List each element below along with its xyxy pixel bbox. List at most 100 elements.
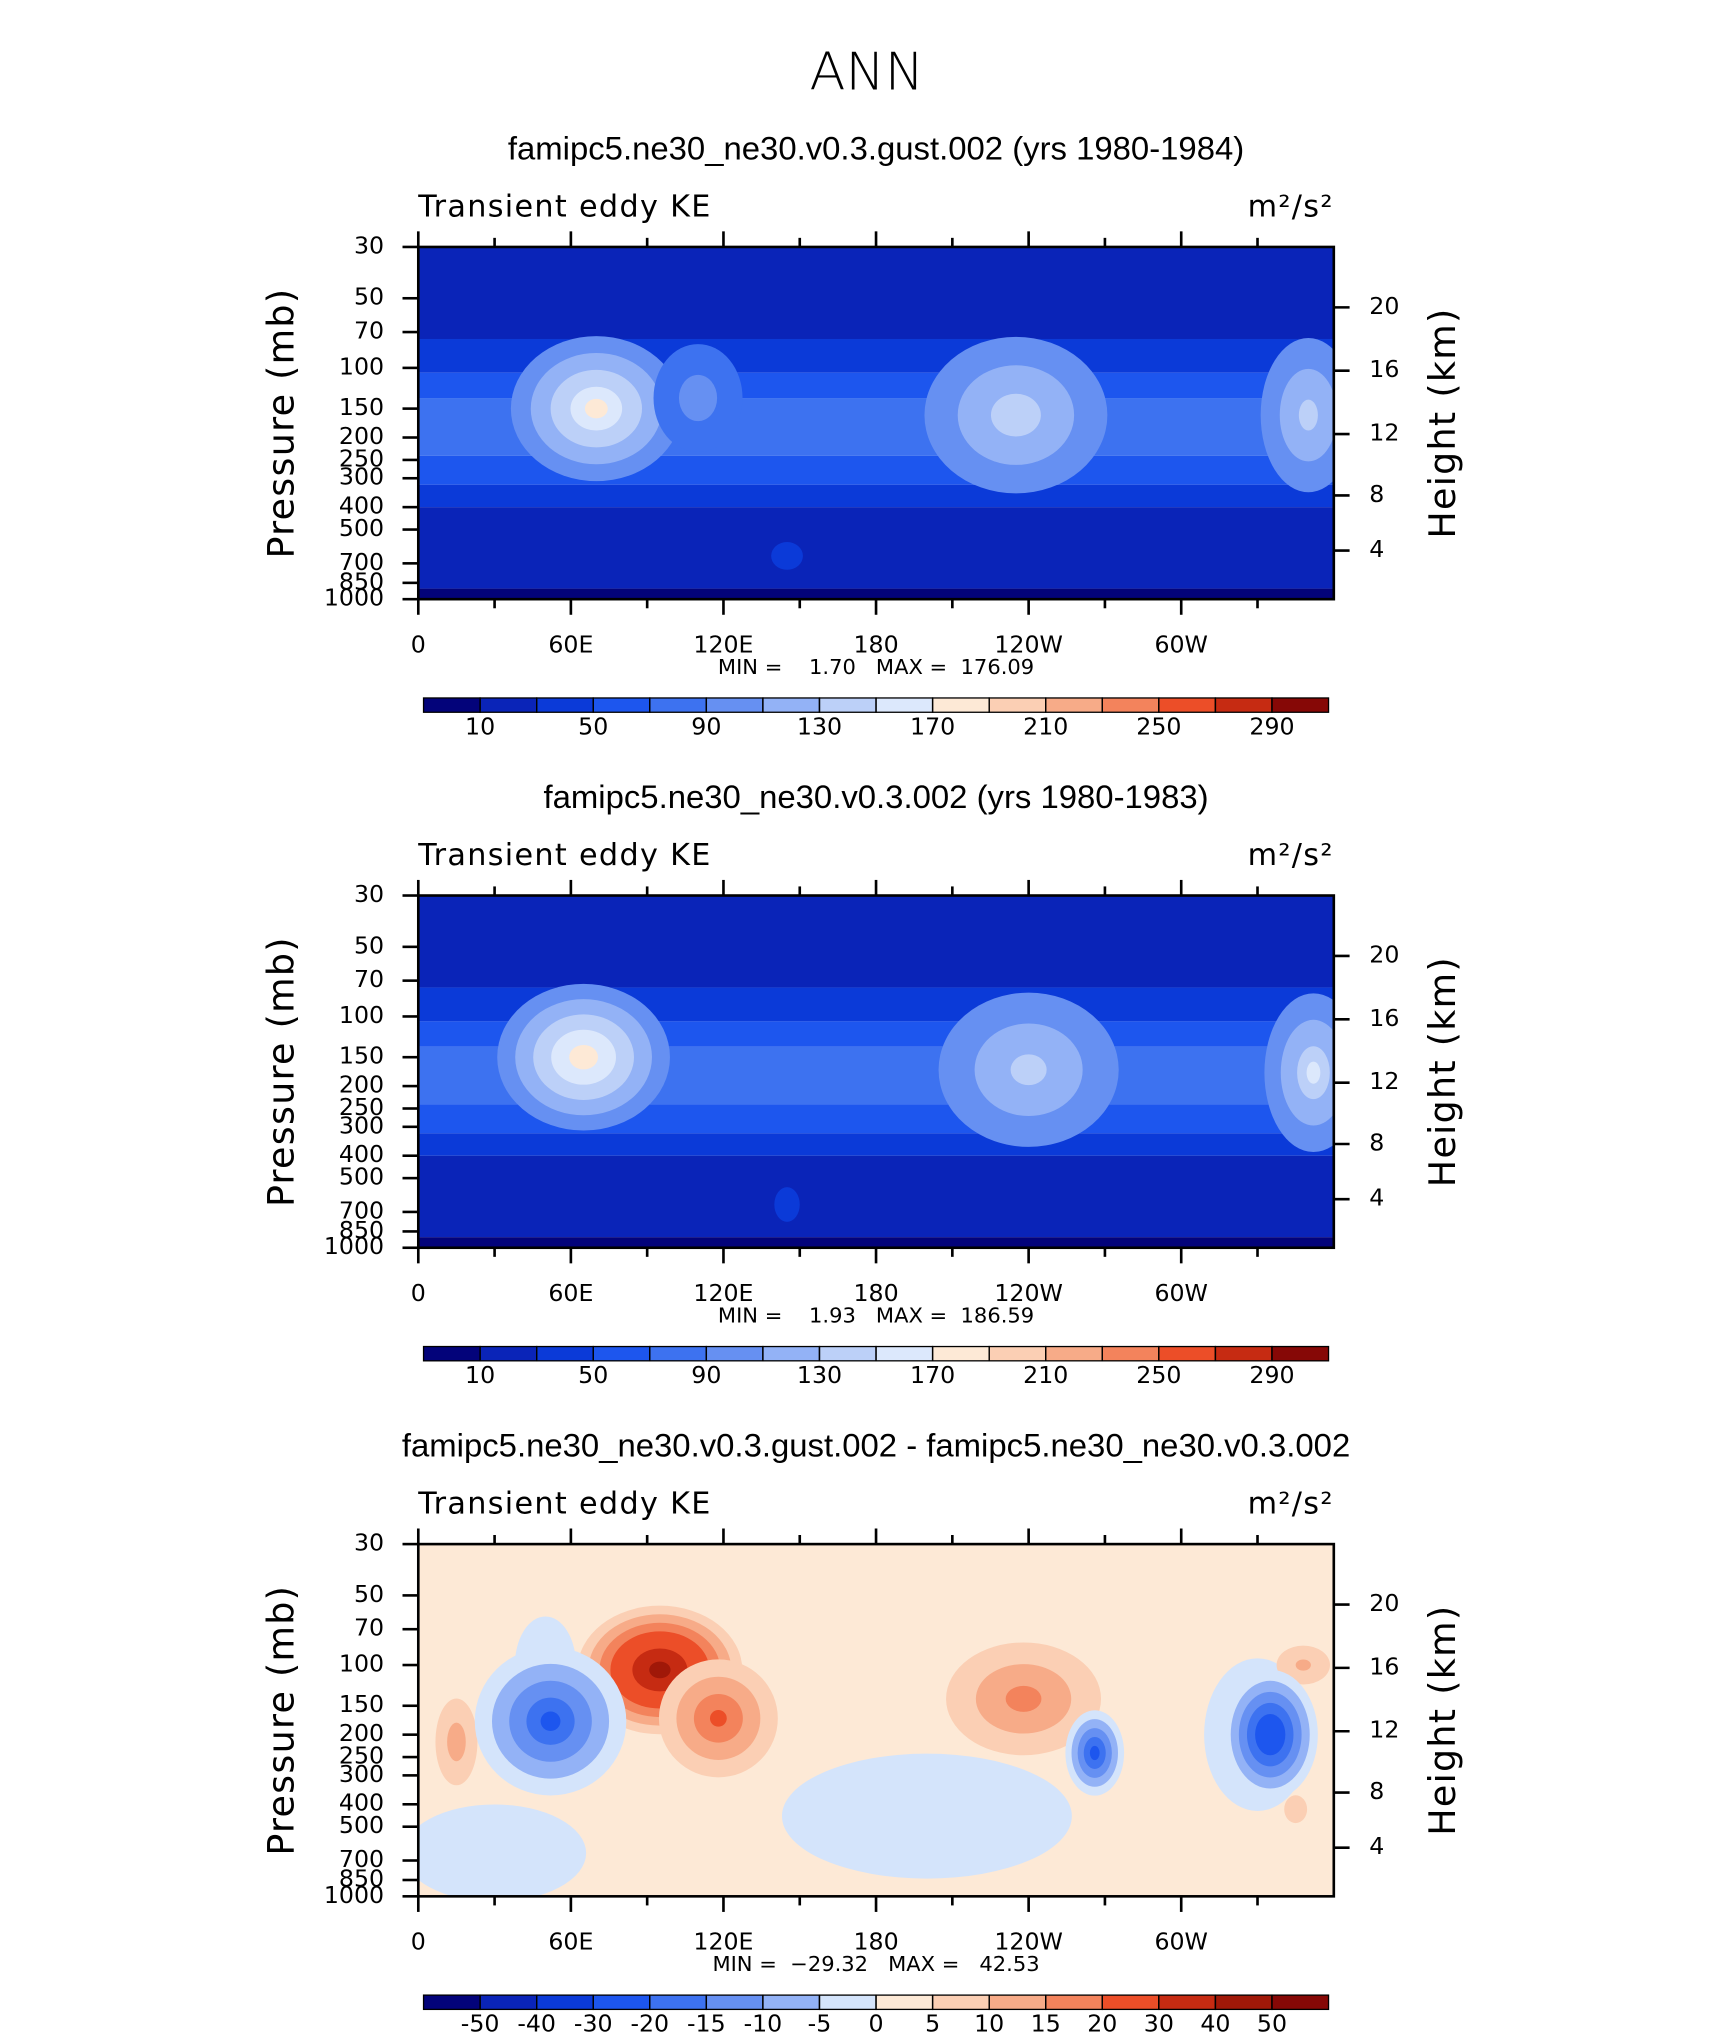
- colorbar-box: [1214, 697, 1273, 713]
- y-tick-label: 50: [354, 1580, 384, 1608]
- colorbar-box: [1214, 1345, 1273, 1362]
- colorbar-box: [931, 697, 990, 713]
- colorbar-label: 290: [1249, 1361, 1294, 1389]
- colorbar-box: [762, 697, 821, 713]
- colorbar-label: 90: [691, 712, 721, 740]
- colorbar-box: [705, 1345, 764, 1362]
- contour-blob: [1089, 1745, 1100, 1761]
- units: m²/s²: [1248, 190, 1334, 225]
- contour-blob: [569, 1044, 598, 1070]
- colorbar-label: -30: [574, 2010, 613, 2038]
- colorbar-box: [479, 697, 538, 713]
- y-tick-label: 30: [354, 232, 384, 260]
- y-tick-label: 500: [339, 1163, 384, 1191]
- y-tick-label: 200: [339, 1719, 384, 1747]
- colorbar-box: [988, 1994, 1047, 2011]
- y-axis-label: Pressure (mb): [259, 936, 302, 1207]
- colorbar-box: [1045, 1345, 1103, 1362]
- x-tick-label: 120E: [693, 1928, 753, 1956]
- colorbar-box: [1271, 697, 1330, 713]
- y2-tick-label: 12: [1369, 1716, 1399, 1744]
- y-tick-label: 850: [339, 1216, 384, 1244]
- colorbar-label: -5: [808, 2010, 832, 2038]
- colorbar-label: 250: [1136, 1361, 1181, 1389]
- contour-blob: [709, 1710, 727, 1727]
- colorbar-label: 130: [797, 1361, 842, 1389]
- y-tick-label: 400: [339, 1789, 384, 1817]
- y-tick-label: 300: [339, 1111, 384, 1139]
- y-tick-label: 200: [339, 422, 384, 450]
- colorbar-label: 50: [578, 712, 608, 740]
- contour-blob: [678, 374, 718, 422]
- x-tick-label: 60W: [1154, 631, 1208, 659]
- y-tick-label: 500: [339, 514, 384, 542]
- colorbar-box: [649, 1345, 708, 1362]
- contour-blob: [990, 393, 1041, 437]
- colorbar-box: [818, 1994, 877, 2011]
- colorbar-box: [422, 1994, 481, 2011]
- colorbar-box: [818, 1345, 877, 1362]
- contour-blob: [447, 1722, 466, 1762]
- y-tick-label: 400: [339, 1140, 384, 1168]
- colorbar-label: 130: [797, 712, 842, 740]
- contour-layer: [418, 588, 1334, 600]
- x-tick-label: 60W: [1154, 1279, 1208, 1307]
- y2-axis-label: Height (km): [1421, 1605, 1464, 1836]
- colorbar-box: [875, 697, 934, 713]
- contour-layer: [418, 895, 1334, 988]
- y2-axis-label: Height (km): [1421, 308, 1464, 539]
- y-tick-label: 850: [339, 567, 384, 595]
- x-tick-label: 60W: [1154, 1928, 1208, 1956]
- y-tick-label: 850: [339, 1865, 384, 1893]
- colorbar-label: 250: [1136, 712, 1181, 740]
- colorbar-box: [479, 1345, 538, 1362]
- y2-tick-label: 16: [1369, 1004, 1399, 1032]
- y-tick-label: 700: [339, 1197, 384, 1225]
- colorbar-box: [762, 1345, 821, 1362]
- colorbar-label: 0: [869, 2010, 884, 2038]
- colorbar-box: [1101, 1994, 1160, 2011]
- contour-layer: [418, 1237, 1334, 1248]
- colorbar-box: [1271, 1994, 1330, 2011]
- colorbar-label: -20: [630, 2010, 669, 2038]
- colorbar-label: -50: [461, 2010, 500, 2038]
- y-tick-label: 50: [354, 283, 384, 311]
- colorbar-box: [875, 1994, 934, 2011]
- colorbar-label: 30: [1144, 2010, 1174, 2038]
- y2-tick-label: 4: [1369, 1184, 1384, 1212]
- plot-area: [418, 1544, 1334, 1897]
- colorbar-box: [422, 697, 481, 713]
- y-axis-label: Pressure (mb): [259, 288, 302, 559]
- x-tick-label: 120W: [994, 1279, 1063, 1307]
- y2-tick-label: 4: [1369, 535, 1384, 563]
- y2-tick-label: 4: [1369, 1832, 1384, 1860]
- colorbar-box: [422, 1345, 481, 1362]
- colorbar-label: 210: [1023, 1361, 1068, 1389]
- y-tick-label: 250: [339, 1742, 384, 1770]
- colorbar-box: [931, 1994, 990, 2011]
- y-tick-label: 200: [339, 1071, 384, 1099]
- colorbar-box: [818, 697, 877, 713]
- contour-layer: [418, 484, 1334, 508]
- panel-title: famipc5.ne30_ne30.v0.3.gust.002 (yrs 198…: [508, 130, 1244, 167]
- colorbar-label: 50: [578, 1361, 608, 1389]
- contour-layer: [418, 1155, 1334, 1238]
- colorbar-box: [875, 1345, 934, 1362]
- y-tick-label: 150: [339, 393, 384, 421]
- contour-blob: [781, 1753, 1072, 1879]
- contour-layer: [418, 246, 1334, 339]
- y-tick-label: 70: [354, 965, 384, 993]
- x-tick-label: 0: [411, 1928, 426, 1956]
- y-tick-label: 70: [354, 317, 384, 345]
- colorbar-label: 290: [1249, 712, 1294, 740]
- x-tick-label: 0: [411, 631, 426, 659]
- colorbar-label: 10: [465, 1361, 495, 1389]
- y2-tick-label: 20: [1369, 292, 1399, 320]
- colorbar-box: [1101, 1345, 1160, 1362]
- contour-blob: [1255, 1714, 1286, 1756]
- y-tick-label: 250: [339, 1093, 384, 1121]
- contour-layer: [418, 507, 1334, 589]
- y2-tick-label: 16: [1369, 355, 1399, 383]
- colorbar-box: [705, 1994, 764, 2011]
